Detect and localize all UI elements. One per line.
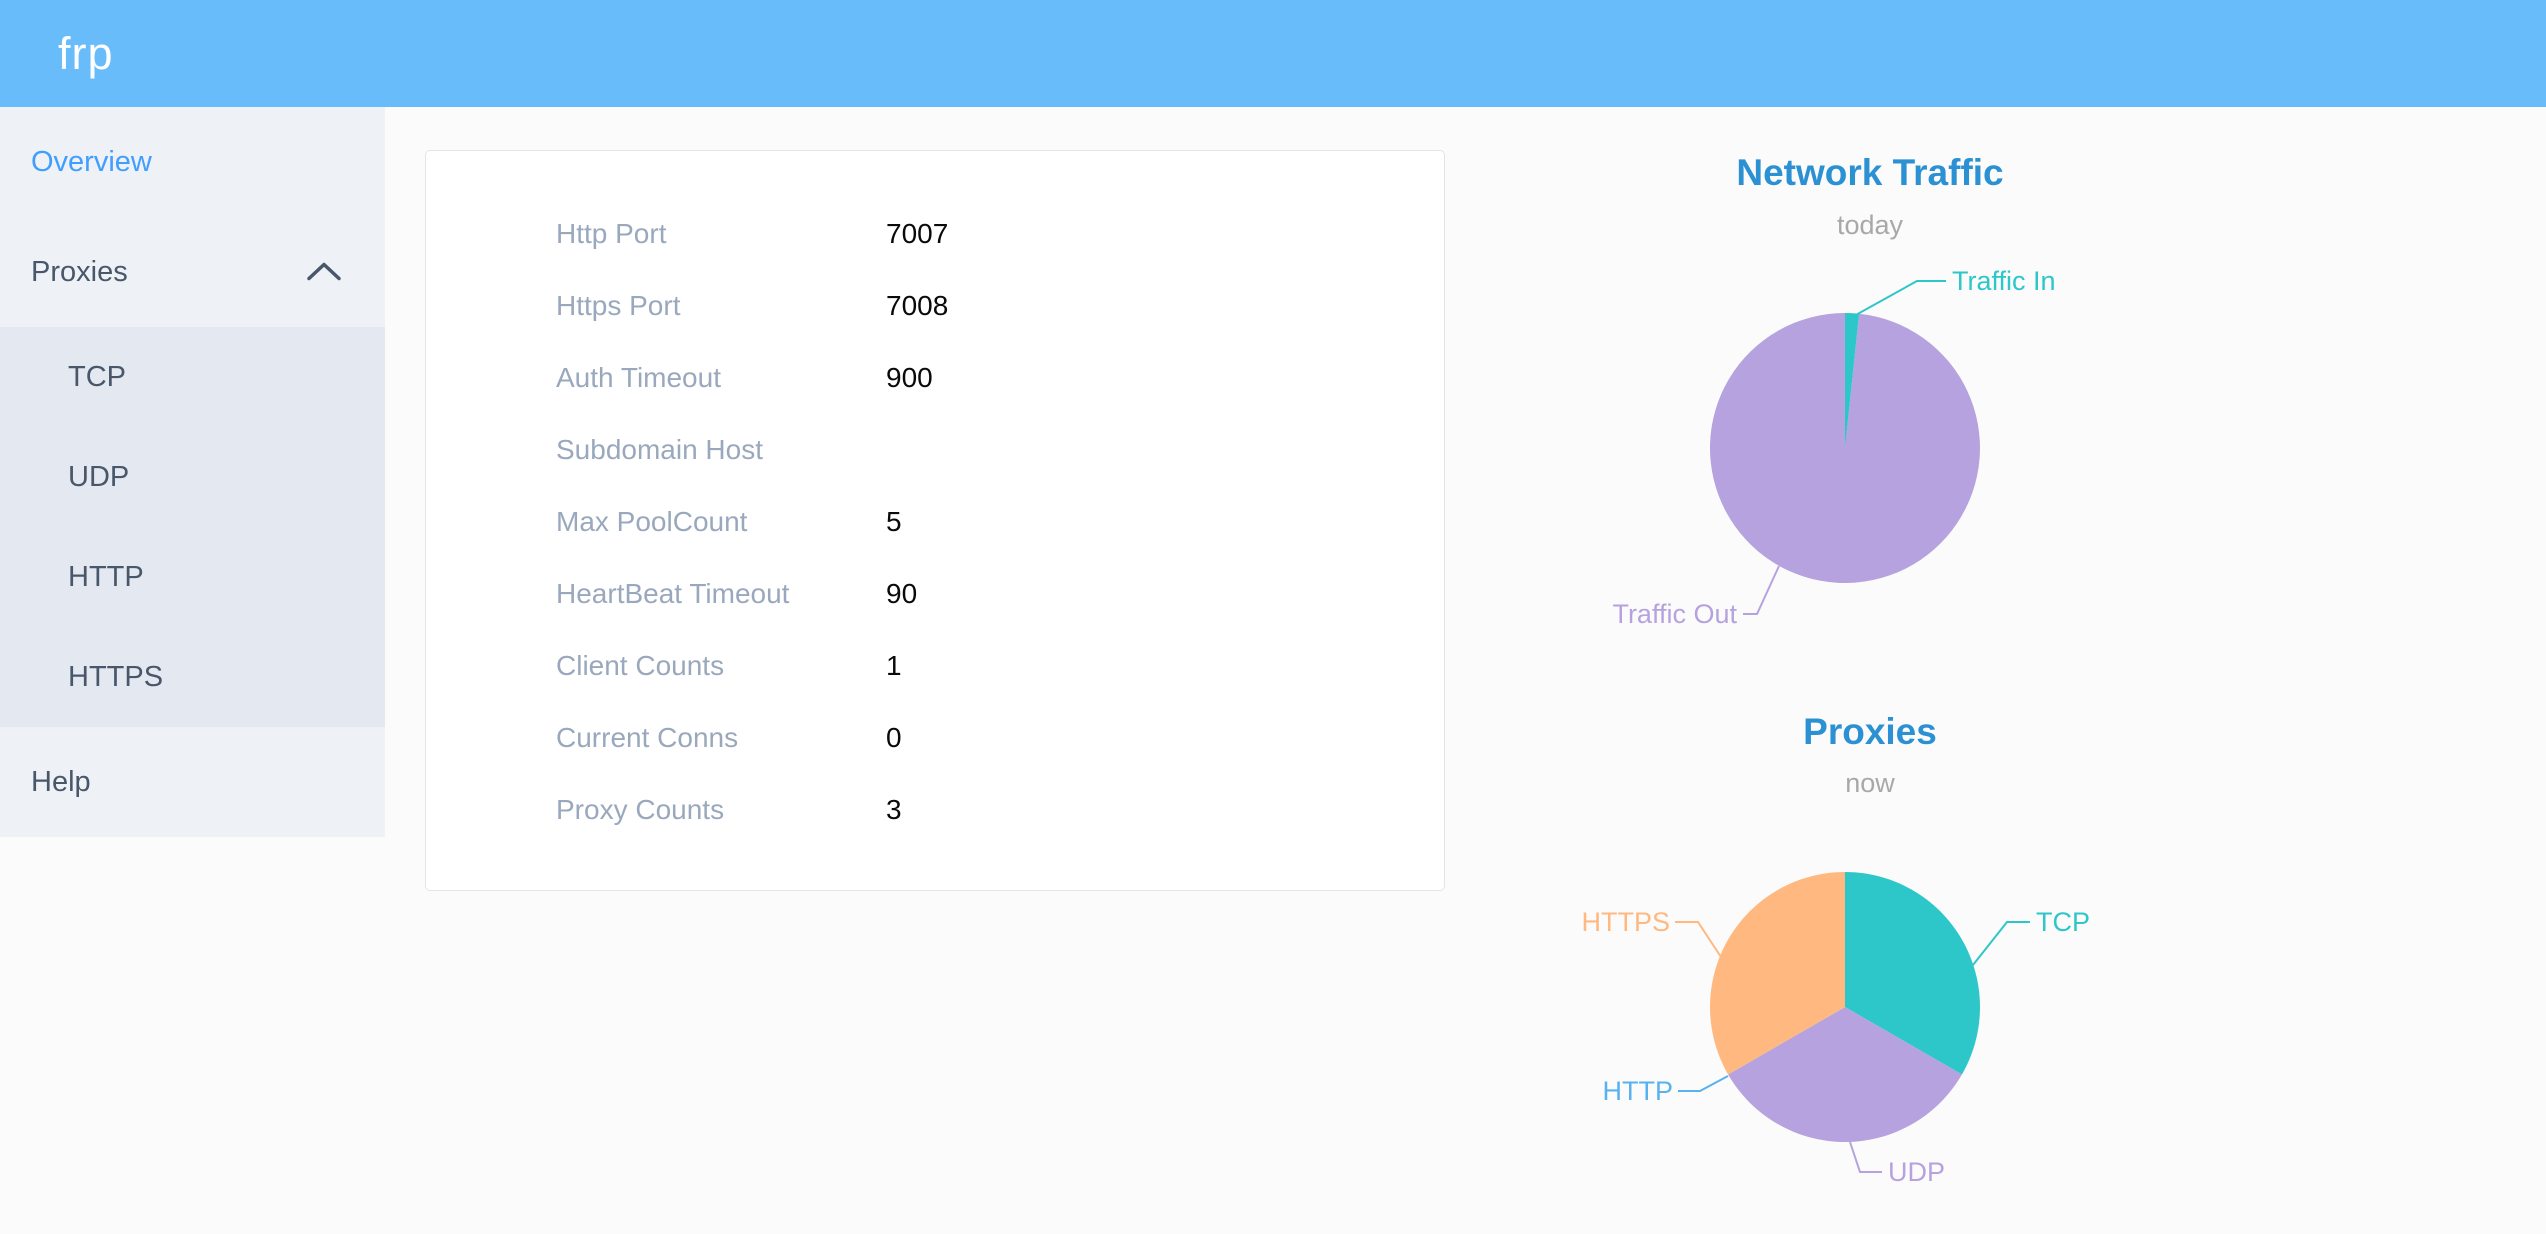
traffic-out-leader-line [1743, 565, 1780, 615]
sidebar-item-overview[interactable]: Overview [0, 107, 385, 217]
tcp-label: TCP [2036, 907, 2090, 937]
traffic-chart-subtitle: today [1836, 210, 1904, 240]
sidebar-item-label: Help [31, 765, 91, 798]
config-label: Http Port [556, 218, 667, 249]
http-leader-line [1678, 1075, 1729, 1092]
config-row-proxy-counts: Proxy Counts 3 [426, 774, 1444, 846]
config-value: 0 [886, 722, 902, 753]
sidebar-item-label: UDP [68, 460, 130, 493]
proxies-submenu: TCP UDP HTTP HTTPS [0, 327, 385, 727]
config-row-heartbeat-timeout: HeartBeat Timeout 90 [426, 558, 1444, 630]
config-row-max-poolcount: Max PoolCount 5 [426, 486, 1444, 558]
config-label: Https Port [556, 290, 681, 321]
pie-slice-traffic-in[interactable] [1845, 313, 1860, 448]
config-label: Max PoolCount [556, 506, 748, 537]
config-label: Current Conns [556, 722, 739, 753]
config-value: 1 [886, 650, 902, 681]
config-label: Auth Timeout [556, 362, 721, 393]
traffic-out-label: Traffic Out [1612, 599, 1737, 629]
https-label: HTTPS [1581, 907, 1670, 937]
config-value: 3 [886, 794, 902, 825]
server-config-panel: Http Port 7007 Https Port 7008 Auth Time… [425, 150, 1445, 891]
config-value: 7008 [886, 290, 949, 321]
udp-leader-line [1849, 1141, 1882, 1173]
proxies-pie-chart: TCP HTTPS HTTP UDP [1581, 872, 2090, 1187]
config-row-client-counts: Client Counts 1 [426, 630, 1444, 702]
http-label: HTTP [1603, 1076, 1674, 1106]
config-value: 900 [886, 362, 933, 393]
proxies-chart-subtitle: now [1845, 768, 1895, 798]
tcp-leader-line [1972, 921, 2030, 966]
udp-label: UDP [1888, 1157, 1945, 1187]
app-logo: frp [58, 27, 114, 79]
config-label: Subdomain Host [556, 434, 764, 465]
pie-slice-tcp[interactable] [1845, 872, 1980, 1075]
sidebar-nav: Overview Proxies TCP UDP HTTP HTTPS Help [0, 107, 385, 837]
config-value: 90 [886, 578, 918, 609]
config-label: Client Counts [556, 650, 725, 681]
sidebar-item-label: HTTPS [68, 660, 164, 693]
sidebar-item-label: Proxies [31, 255, 128, 288]
https-leader-line [1675, 921, 1722, 958]
pie-slice-https[interactable] [1710, 872, 1845, 1075]
pie-slice-udp[interactable] [1728, 1007, 1962, 1142]
config-row-http-port: Http Port 7007 [426, 198, 1444, 270]
config-row-https-port: Https Port 7008 [426, 270, 1444, 342]
sidebar-item-http[interactable]: HTTP [0, 527, 385, 627]
traffic-in-label: Traffic In [1952, 266, 2056, 296]
traffic-pie-chart: Traffic In Traffic Out [1612, 266, 2056, 629]
config-row-subdomain-host: Subdomain Host [426, 414, 1444, 486]
sidebar-item-label: TCP [68, 360, 126, 393]
config-label: Proxy Counts [556, 794, 725, 825]
traffic-chart-title: Network Traffic [1736, 152, 2004, 193]
sidebar-item-label: Overview [31, 145, 152, 178]
config-row-current-conns: Current Conns 0 [426, 702, 1444, 774]
app-header: frp [0, 0, 2546, 107]
config-row-auth-timeout: Auth Timeout 900 [426, 342, 1444, 414]
sidebar-item-tcp[interactable]: TCP [0, 327, 385, 427]
pie-slice-traffic-out[interactable] [1709, 313, 1980, 583]
sidebar-item-help[interactable]: Help [0, 727, 385, 837]
sidebar-item-https[interactable]: HTTPS [0, 627, 385, 727]
sidebar-item-label: HTTP [68, 560, 144, 593]
proxies-chart-title: Proxies [1803, 711, 1937, 752]
sidebar-item-proxies[interactable]: Proxies [0, 217, 385, 327]
sidebar-item-udp[interactable]: UDP [0, 427, 385, 527]
traffic-in-leader-line [1853, 280, 1946, 317]
chevron-up-icon [307, 256, 341, 289]
config-label: HeartBeat Timeout [556, 578, 790, 609]
config-value: 7007 [886, 218, 949, 249]
config-value: 5 [886, 506, 902, 537]
